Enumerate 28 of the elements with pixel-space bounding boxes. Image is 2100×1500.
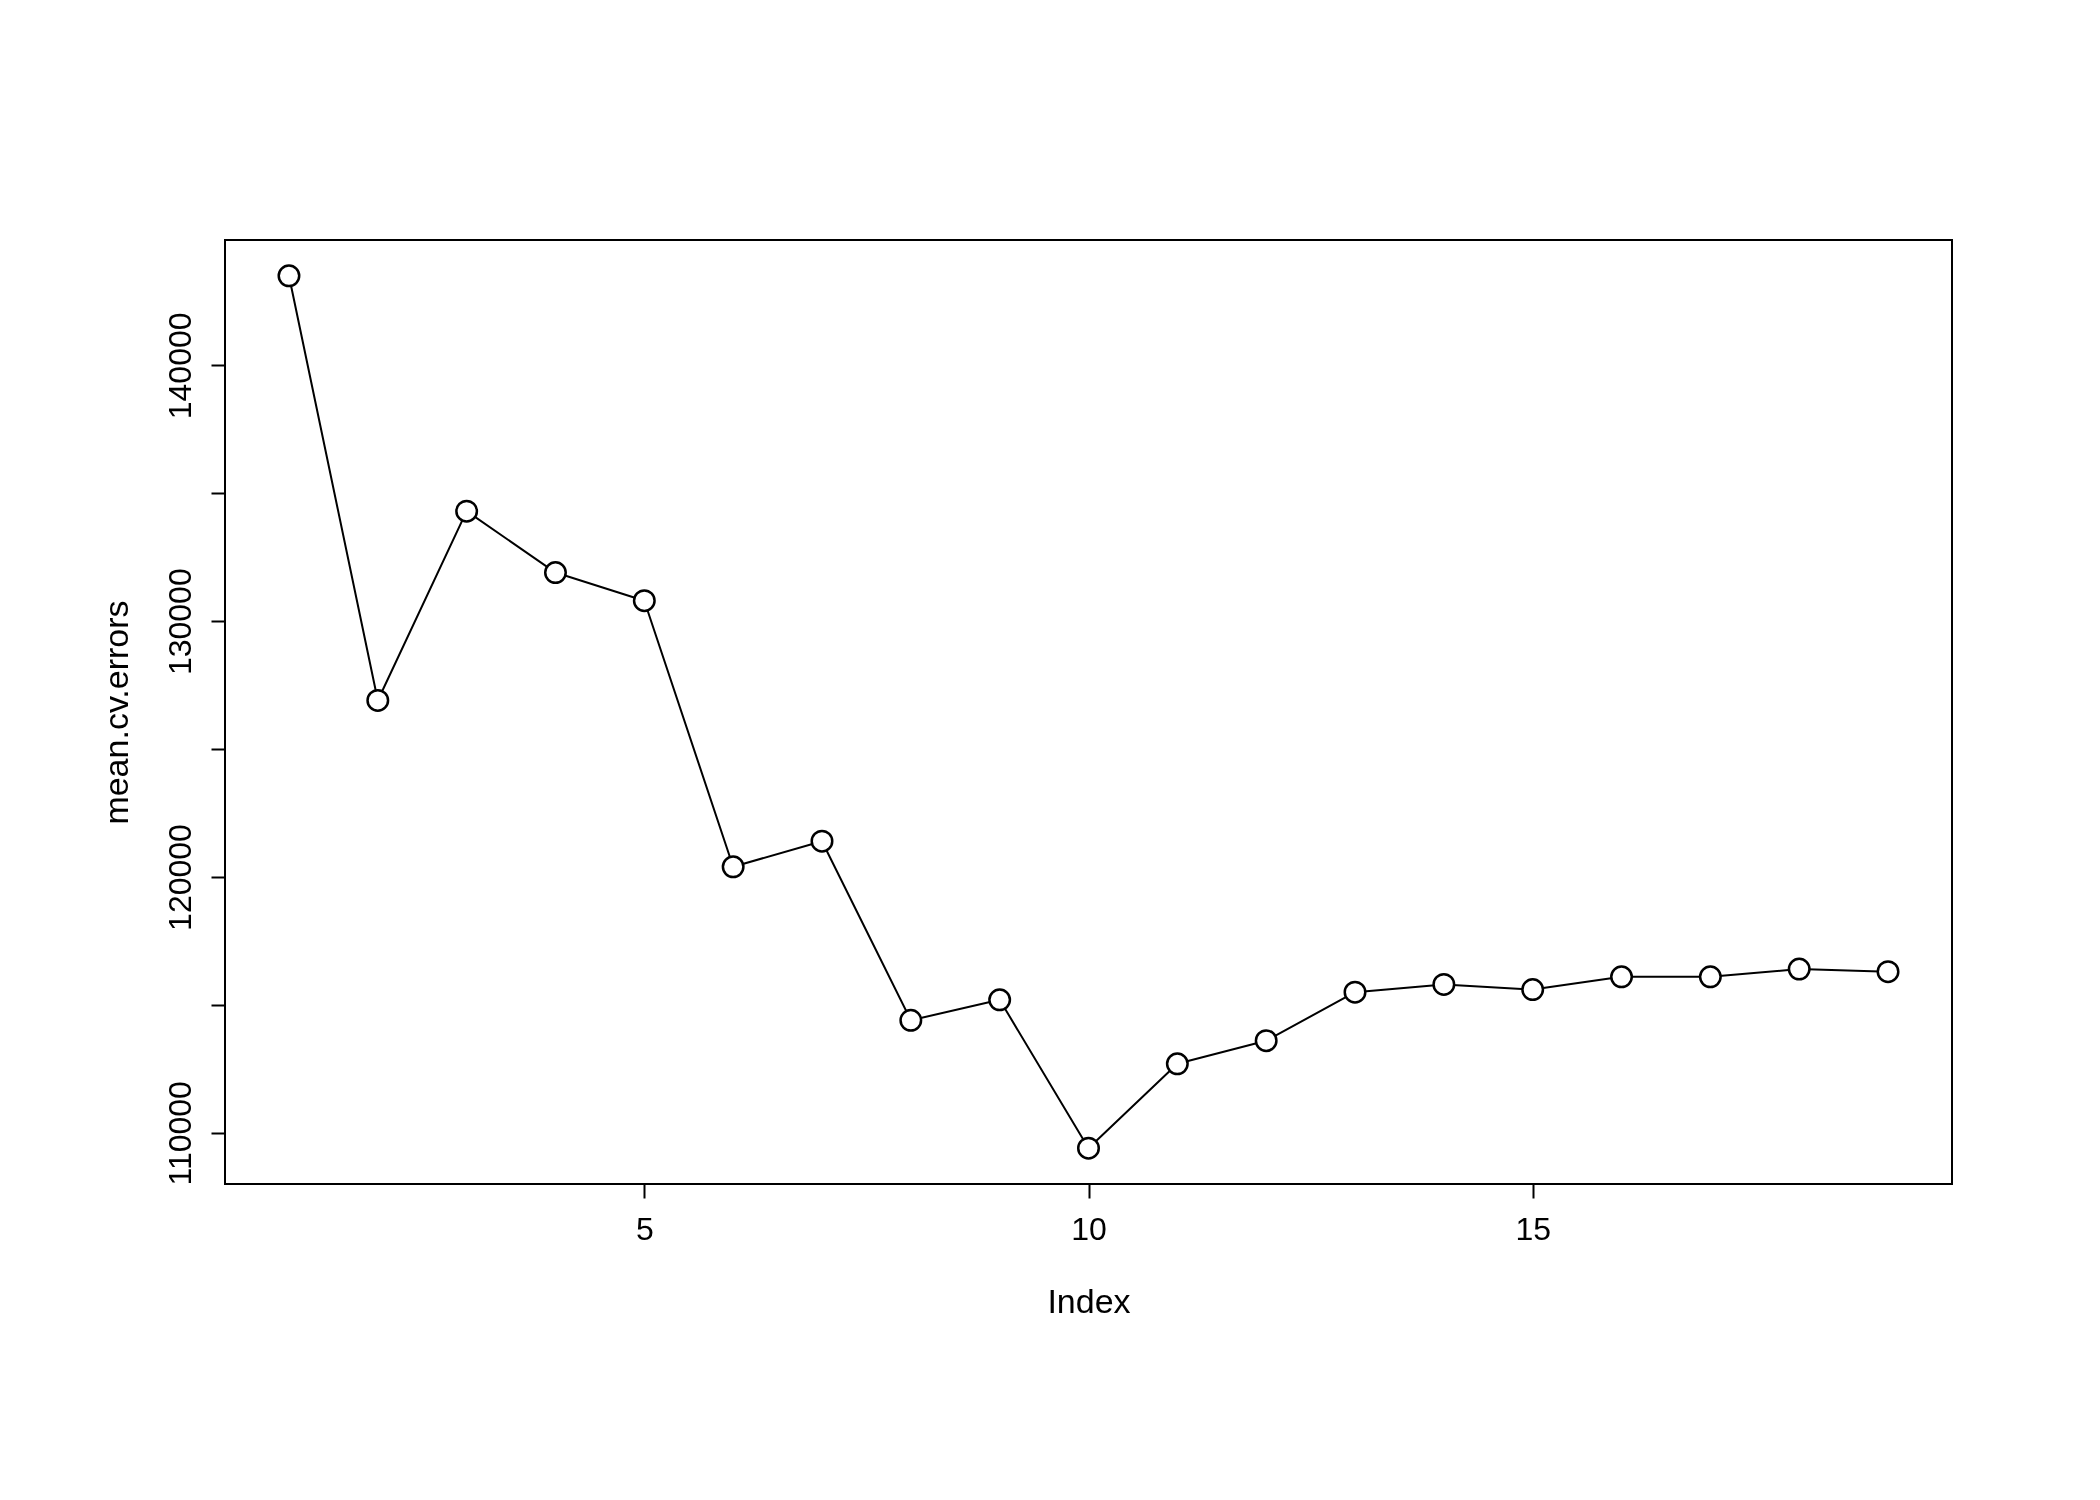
point xyxy=(632,589,656,613)
point xyxy=(543,561,567,585)
x-tick-label: 5 xyxy=(635,1210,654,1247)
point xyxy=(1077,1136,1100,1160)
x-axis-title: Index xyxy=(1047,1281,1131,1320)
point xyxy=(1432,972,1456,996)
point xyxy=(1698,965,1722,989)
point xyxy=(277,264,301,288)
point xyxy=(988,988,1012,1012)
point xyxy=(455,499,479,523)
x-tick-label: 10 xyxy=(1071,1210,1107,1247)
point xyxy=(810,829,834,853)
y-axis-title: mean.cv.errors xyxy=(96,600,135,825)
y-tick-label: 140000 xyxy=(161,312,198,420)
point xyxy=(1610,965,1634,989)
point xyxy=(1165,1052,1189,1076)
point xyxy=(1254,1029,1278,1053)
point xyxy=(1787,957,1811,981)
point xyxy=(1343,980,1367,1004)
point xyxy=(366,689,390,712)
point xyxy=(1876,960,1900,984)
point xyxy=(721,855,745,879)
y-tick-label: 130000 xyxy=(161,568,198,676)
y-tick-label: 110000 xyxy=(161,1081,198,1186)
y-tick-label: 120000 xyxy=(161,824,198,931)
point xyxy=(899,1008,923,1032)
point xyxy=(1521,978,1545,1002)
x-tick-label: 15 xyxy=(1515,1210,1551,1247)
